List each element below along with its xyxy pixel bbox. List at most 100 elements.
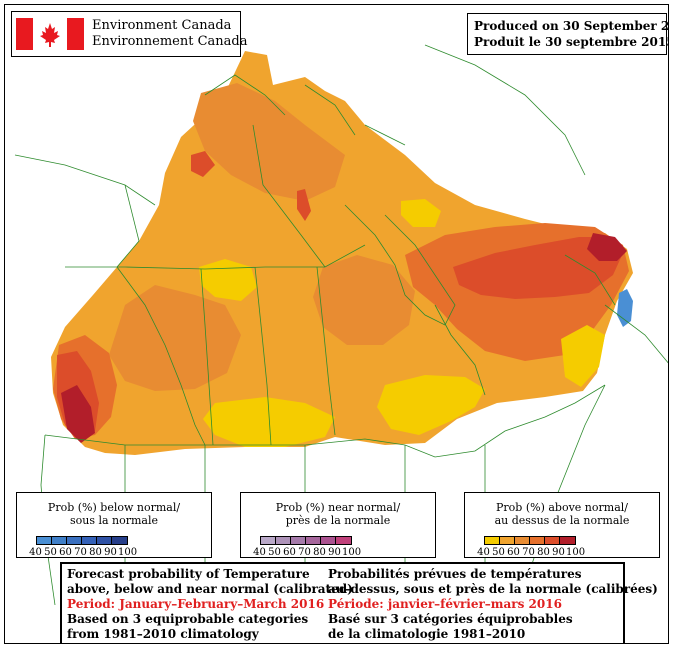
legend-near-normal: Prob (%) near normal/ près de la normale…	[240, 492, 436, 558]
legend-swatch	[530, 537, 545, 544]
boundary-nunavut	[252, 124, 326, 268]
legend-swatch-bar	[260, 536, 352, 545]
boundary-provincial-sk	[254, 266, 272, 446]
legend-tick: 90	[328, 547, 341, 558]
legend-title-en: Prob (%) below normal/	[47, 501, 181, 514]
legend-tick: 40	[477, 547, 490, 558]
legend-tick: 80	[313, 547, 326, 558]
boundary-yukon	[116, 184, 140, 268]
legend-title-en: Prob (%) near normal/	[275, 501, 401, 514]
legend-tick: 80	[89, 547, 102, 558]
coastline-alaska	[14, 154, 156, 206]
legend-swatch	[515, 537, 530, 544]
legend-title-fr: au dessus de la normale	[494, 514, 630, 527]
boundary-canada-us	[44, 384, 606, 458]
legend-swatch	[52, 537, 67, 544]
region-above-80-east	[453, 237, 623, 299]
legend-swatch	[276, 537, 291, 544]
info-en-period: Period: January–February–March 2016	[67, 597, 325, 611]
legend-swatch	[82, 537, 97, 544]
forecast-map-figure: Environment Canada Environnement Canada …	[4, 4, 669, 644]
legend-tick: 60	[283, 547, 296, 558]
legend-tick: 70	[74, 547, 87, 558]
region-above-40-prairie-south	[203, 397, 335, 447]
legend-swatch	[306, 537, 321, 544]
info-fr-subtitle: au–dessus, sous et près de la normale (c…	[328, 582, 658, 596]
info-en-basis: Based on 3 equiprobable categories	[67, 612, 309, 626]
legend-swatch-bar	[484, 536, 576, 545]
region-above-90-east	[587, 233, 627, 261]
info-fr-basis: Basé sur 3 catégories équiprobables	[328, 612, 573, 626]
region-above-60-arctic	[193, 83, 345, 201]
legend-tick: 50	[44, 547, 57, 558]
region-above-80-arctic1	[191, 151, 215, 177]
legend-swatch	[560, 537, 575, 544]
legend-ticks: 40 50 60 70 80 90100	[28, 547, 138, 558]
legend-tick: 90	[104, 547, 117, 558]
canada-flag-icon	[16, 18, 84, 50]
boundary-labrador	[564, 254, 616, 306]
region-above-40-ontario	[377, 375, 485, 435]
legend-tick: 60	[59, 547, 72, 558]
legend-tick: 90	[552, 547, 565, 558]
coastline-hudson-bay	[344, 204, 456, 326]
legend-swatch	[112, 537, 127, 544]
legend-tick: 40	[29, 547, 42, 558]
coastline-arctic-islands	[204, 74, 406, 146]
info-fr-title: Probabilités prévues de températures	[328, 567, 582, 581]
region-above-40-atlantic	[561, 325, 605, 387]
legend-tick: 70	[298, 547, 311, 558]
probability-fill-regions	[51, 51, 633, 455]
legend-swatch	[97, 537, 112, 544]
legend-tick: 60	[507, 547, 520, 558]
region-above-80-arctic2	[297, 189, 311, 221]
legend-swatch	[485, 537, 500, 544]
produced-date-en: Produced on 30 September 2015	[474, 19, 669, 33]
info-fr-climatology: de la climatologie 1981–2010	[328, 627, 526, 641]
boundary-provincial-bc	[116, 266, 206, 446]
agency-box: Environment Canada Environnement Canada	[11, 11, 248, 57]
legend-tick: 50	[492, 547, 505, 558]
boundary-territorial	[65, 244, 366, 270]
legend-ticks: 40 50 60 70 80 90100	[476, 547, 586, 558]
boundary-quebec	[434, 304, 486, 396]
legend-swatch	[291, 537, 306, 544]
legend-swatch	[500, 537, 515, 544]
legend-swatch	[321, 537, 336, 544]
legend-tick: 100	[566, 547, 586, 558]
legend-ticks: 40 50 60 70 80 90100	[252, 547, 361, 558]
boundary-provincial-mb	[316, 266, 336, 436]
info-en-title: Forecast probability of Temperature	[67, 567, 310, 581]
line-northeast	[604, 304, 668, 364]
legend-swatch	[67, 537, 82, 544]
info-en-subtitle: above, below and near normal (calibrated…	[67, 582, 353, 596]
info-fr-period: Période: janvier–février–mars 2016	[328, 597, 562, 611]
legend-title-fr: près de la normale	[285, 514, 391, 527]
region-below-40-newfoundland	[617, 289, 633, 327]
forecast-info-box: Forecast probability of Temperature abov…	[60, 562, 658, 643]
region-above-90-bc	[61, 385, 95, 443]
produced-date-box: Produced on 30 September 2015 Produit le…	[467, 13, 669, 55]
legend-swatch	[37, 537, 52, 544]
agency-name-en: Environment Canada	[92, 18, 232, 33]
legend-swatch-bar	[36, 536, 128, 545]
legend-swatch	[261, 537, 276, 544]
info-en-climatology: from 1981–2010 climatology	[67, 627, 259, 641]
region-above-40-arctic	[401, 199, 441, 227]
legend-title-en: Prob (%) above normal/	[496, 501, 628, 514]
legend-tick: 40	[253, 547, 266, 558]
legend-tick: 70	[522, 547, 535, 558]
agency-name-fr: Environnement Canada	[92, 34, 248, 49]
legend-title-fr: sous la normale	[69, 514, 159, 527]
coastline-greenland	[424, 44, 586, 176]
produced-date-fr: Produit le 30 septembre 2015	[474, 35, 669, 49]
region-above-60-central	[313, 255, 415, 345]
legend-swatch	[545, 537, 560, 544]
legend-tick: 100	[118, 547, 138, 558]
legend-tick: 80	[537, 547, 550, 558]
probability-map	[14, 44, 668, 606]
boundary-lines	[14, 44, 668, 606]
legend-above-normal: Prob (%) above normal/ au dessus de la n…	[464, 492, 660, 558]
legend-tick: 50	[268, 547, 281, 558]
region-above-40-nwt	[199, 259, 257, 301]
